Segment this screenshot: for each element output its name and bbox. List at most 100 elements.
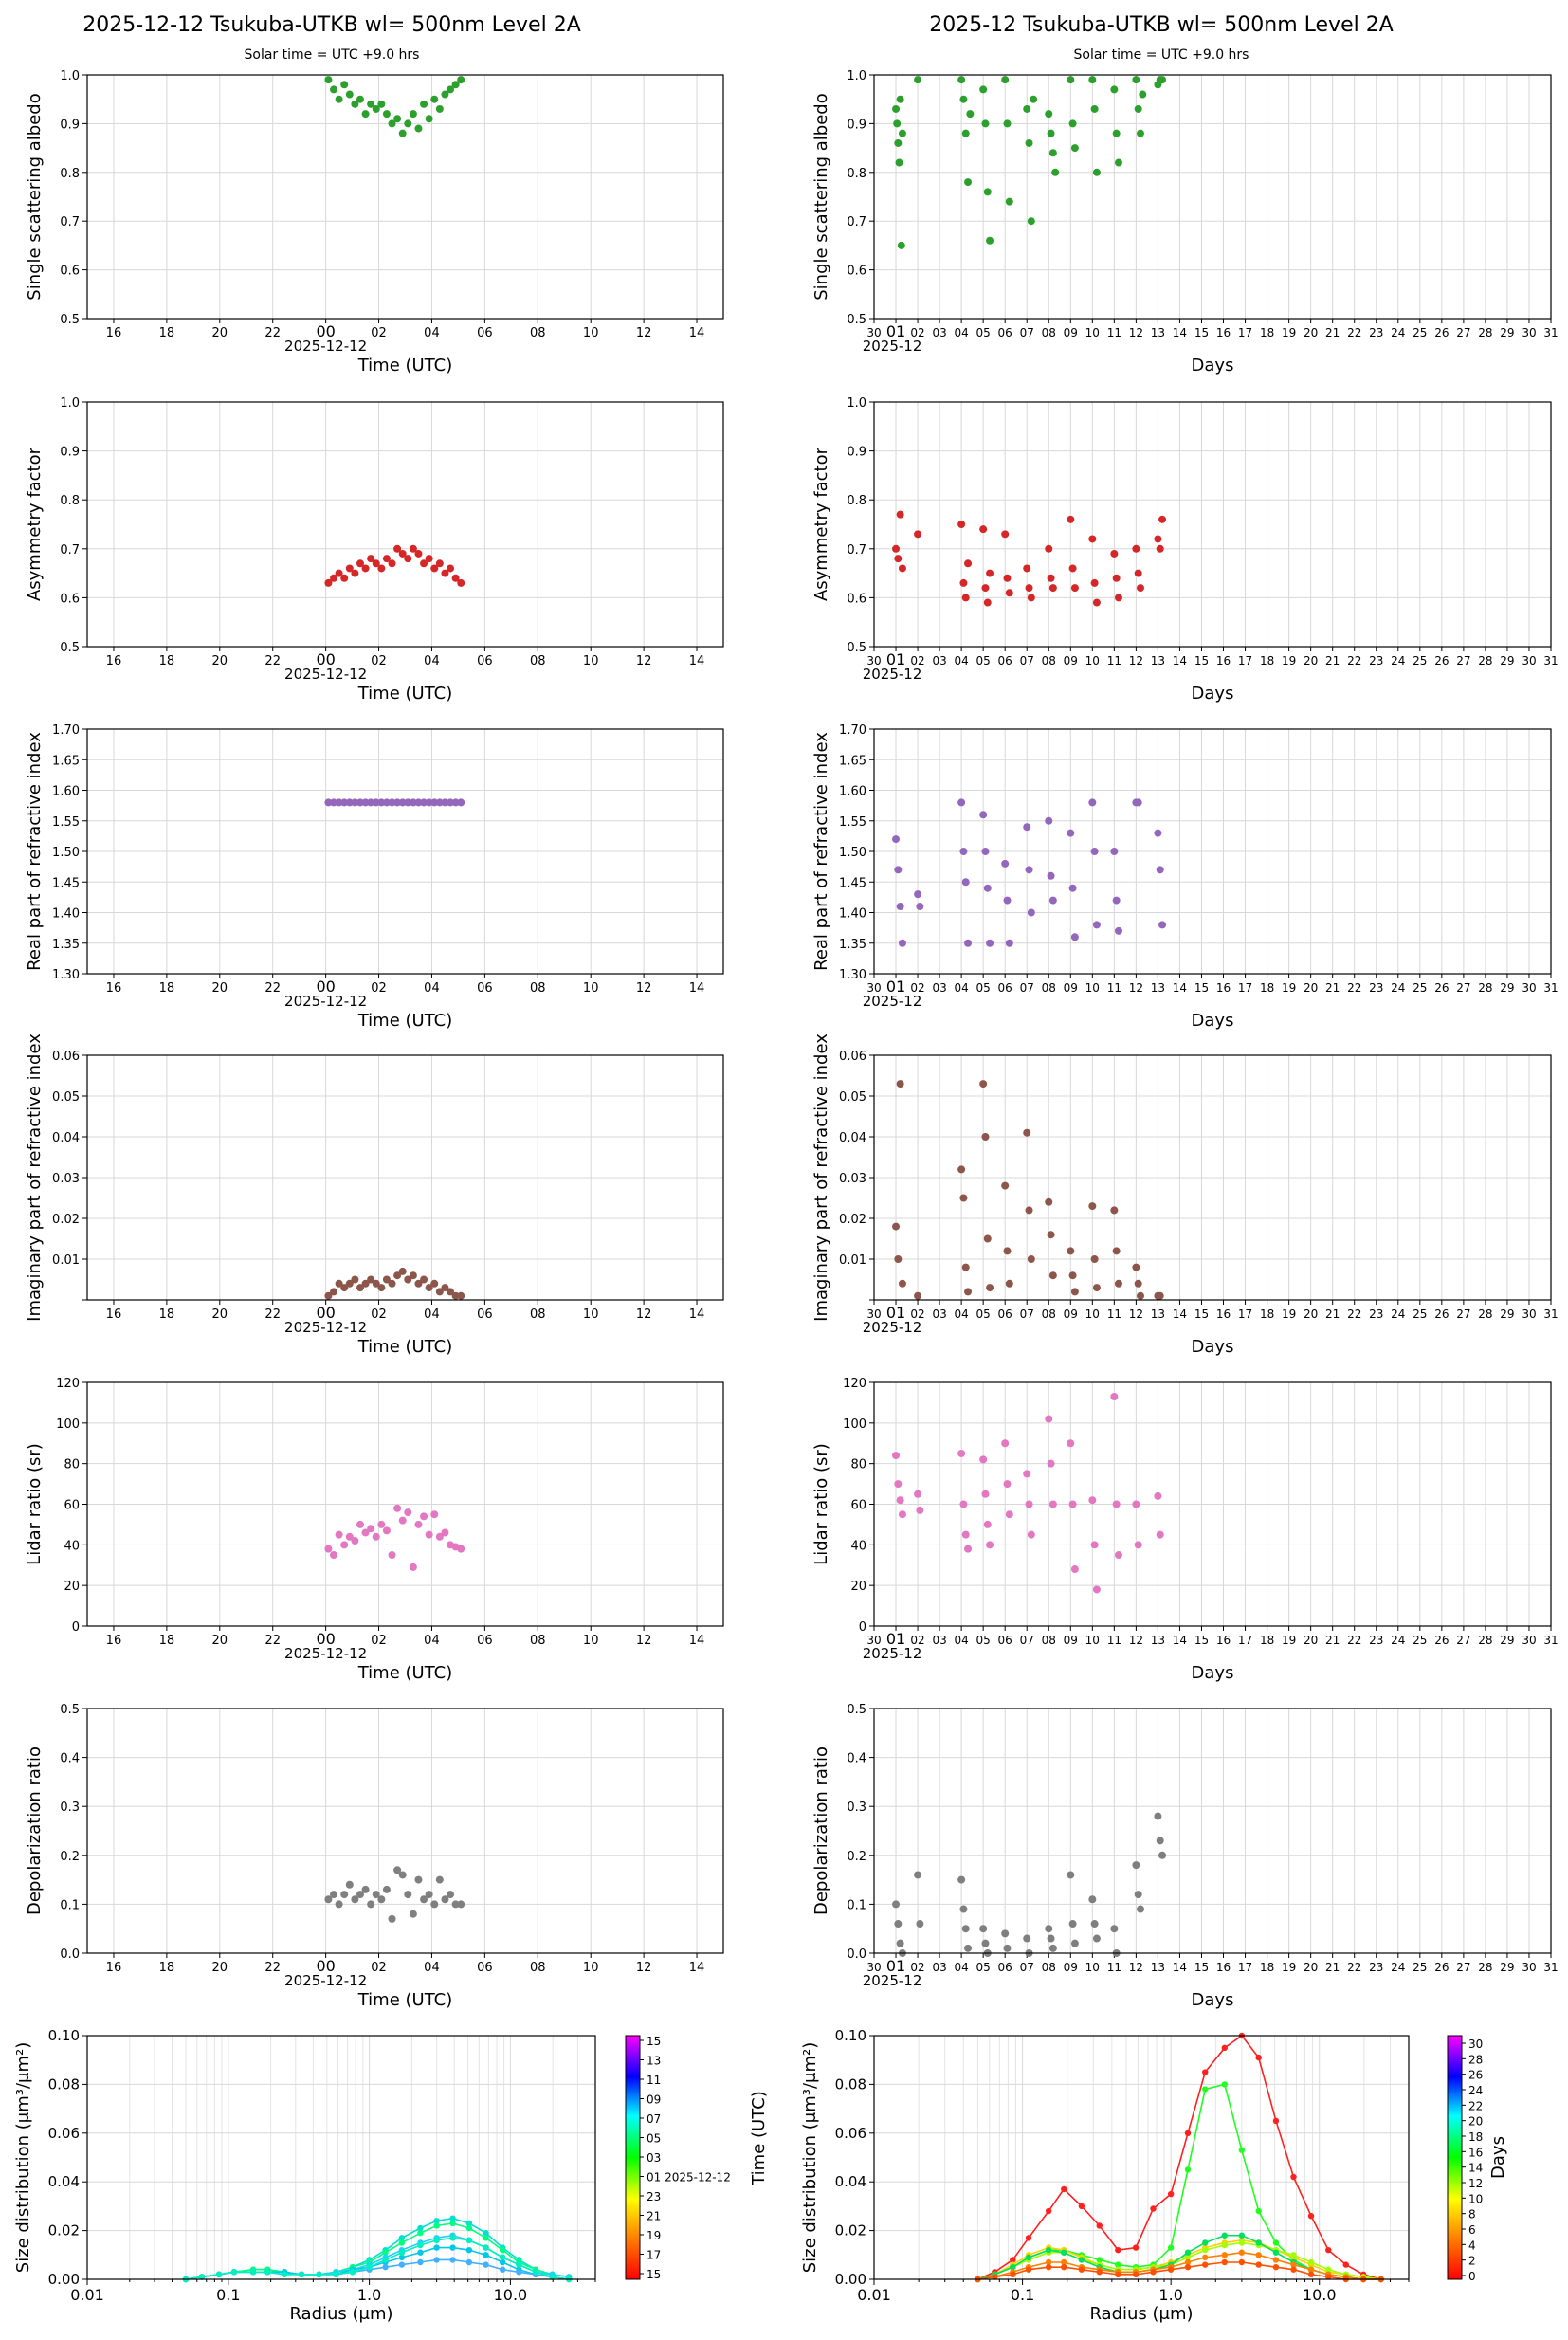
data-point bbox=[964, 559, 973, 568]
x-tick-label: 09 bbox=[1064, 1307, 1078, 1321]
y-tick-label: 60 bbox=[850, 1499, 866, 1513]
x-tick-label: 12 bbox=[636, 981, 652, 996]
data-point bbox=[340, 1284, 349, 1292]
series-point bbox=[449, 2257, 456, 2263]
data-point bbox=[382, 555, 391, 563]
y-axis-label: Size distribution (μm³/μm²) bbox=[13, 2042, 33, 2273]
series-point bbox=[1221, 2081, 1228, 2088]
data-point bbox=[1048, 584, 1057, 593]
series-point bbox=[499, 2258, 506, 2266]
x-tick-label: 21 bbox=[1325, 654, 1340, 667]
x-tick-label: 27 bbox=[1456, 654, 1470, 667]
y-axis-label: Lidar ratio (sr) bbox=[811, 1443, 831, 1565]
x-tick-label: 12 bbox=[1129, 326, 1143, 339]
data-point bbox=[1156, 1291, 1164, 1300]
x-tick-label: 04 bbox=[424, 1961, 440, 1975]
x-date-label: 2025-12-12 bbox=[284, 338, 367, 355]
colorbar-tick-label: 24 bbox=[1468, 2084, 1483, 2097]
data-point bbox=[1070, 1939, 1079, 1947]
data-point bbox=[356, 1891, 364, 1899]
series-point bbox=[1342, 2261, 1349, 2268]
x-tick-label: 16 bbox=[1216, 326, 1231, 339]
plot-frame bbox=[873, 2035, 1410, 2280]
data-point bbox=[986, 1284, 994, 1292]
series-point bbox=[1115, 2246, 1121, 2254]
series-point bbox=[1325, 2266, 1332, 2273]
data-point bbox=[1005, 197, 1013, 206]
data-point bbox=[959, 1500, 968, 1508]
data-point bbox=[340, 574, 349, 582]
series-point bbox=[1325, 2246, 1332, 2254]
x-tick-label: 26 bbox=[1434, 326, 1449, 339]
x-tick-label: 08 bbox=[530, 1307, 546, 1322]
data-point bbox=[979, 525, 988, 534]
data-point bbox=[1023, 104, 1031, 113]
x-tick-label: 22 bbox=[1347, 326, 1361, 339]
x-tick-label: 17 bbox=[1238, 654, 1252, 667]
x-tick-label: 01 bbox=[886, 978, 905, 996]
data-point bbox=[981, 584, 990, 593]
x-tick-label: 02 bbox=[371, 326, 387, 340]
data-point bbox=[896, 510, 904, 519]
data-point bbox=[367, 1525, 375, 1533]
data-point bbox=[898, 939, 906, 947]
colorbar-tick-label: 30 bbox=[1468, 2038, 1483, 2051]
x-tick-label: 21 bbox=[1325, 1307, 1340, 1321]
x-tick-label: 05 bbox=[976, 981, 991, 995]
series-point bbox=[1255, 2239, 1262, 2246]
x-tick-label: 04 bbox=[954, 1307, 968, 1321]
y-tick-label: 0.2 bbox=[60, 1850, 80, 1864]
x-tick-label: 03 bbox=[932, 1634, 946, 1647]
data-point bbox=[1090, 1541, 1099, 1549]
x-tick-label: 15 bbox=[1194, 1634, 1209, 1647]
x-tick-label: 18 bbox=[1260, 1307, 1274, 1321]
y-tick-label: 0.5 bbox=[60, 1703, 80, 1717]
x-tick-label: 16 bbox=[106, 1634, 122, 1648]
data-point bbox=[896, 1496, 904, 1505]
x-tick-label: 06 bbox=[998, 1634, 1012, 1647]
x-tick-label: 10 bbox=[583, 1307, 599, 1322]
x-tick-label: 18 bbox=[1260, 326, 1274, 339]
y-tick-label: 1.55 bbox=[52, 815, 80, 830]
data-point bbox=[330, 798, 338, 807]
data-point bbox=[425, 1284, 433, 1292]
x-axis-label: Days bbox=[1192, 1337, 1234, 1357]
x-tick-label: 08 bbox=[1042, 1634, 1056, 1647]
y-tick-label: 0.10 bbox=[835, 2027, 866, 2044]
data-point bbox=[964, 1545, 973, 1553]
series-point bbox=[1045, 2246, 1052, 2254]
y-tick-label: 0.7 bbox=[60, 215, 80, 229]
y-tick-label: 0.01 bbox=[839, 1253, 866, 1268]
data-point bbox=[981, 1490, 990, 1498]
data-point bbox=[961, 1263, 970, 1271]
y-tick-label: 0.6 bbox=[60, 592, 80, 606]
x-tick-label: 10.0 bbox=[494, 2286, 528, 2304]
y-tick-label: 0.8 bbox=[60, 167, 80, 181]
data-point bbox=[1047, 129, 1055, 137]
data-point bbox=[1092, 1934, 1101, 1943]
x-tick-label: 06 bbox=[998, 1961, 1012, 1974]
x-tick-label: 20 bbox=[1304, 1961, 1318, 1974]
y-tick-label: 0.03 bbox=[839, 1172, 866, 1186]
x-tick-label: 28 bbox=[1478, 1634, 1492, 1647]
x-tick-label: 22 bbox=[264, 1961, 281, 1975]
series-point bbox=[532, 2269, 539, 2276]
data-point bbox=[414, 798, 423, 807]
x-tick-label: 14 bbox=[689, 654, 705, 668]
x-tick-label: 08 bbox=[1042, 654, 1056, 667]
series-point bbox=[1184, 2258, 1192, 2266]
x-tick-label: 21 bbox=[1325, 1634, 1340, 1647]
data-point bbox=[388, 559, 396, 568]
x-tick-label: 18 bbox=[1260, 1634, 1274, 1647]
data-point bbox=[451, 574, 460, 582]
y-tick-label: 0.5 bbox=[847, 641, 866, 655]
x-tick-label: 14 bbox=[1173, 981, 1187, 995]
x-tick-label: 08 bbox=[530, 654, 546, 668]
data-point bbox=[1090, 848, 1099, 855]
data-point bbox=[897, 241, 905, 249]
x-tick-label: 0.1 bbox=[1011, 2286, 1034, 2304]
series-point bbox=[1061, 2263, 1067, 2271]
x-tick-label: 06 bbox=[998, 981, 1012, 995]
data-point bbox=[393, 798, 402, 807]
